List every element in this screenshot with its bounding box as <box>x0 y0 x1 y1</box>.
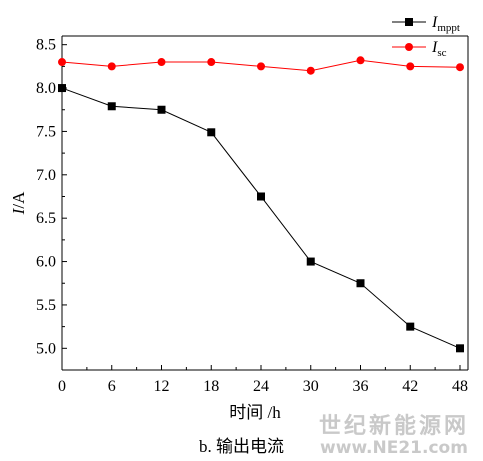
y-tick-label: 5.5 <box>36 297 56 314</box>
chart: 0 6 12 18 24 30 36 42 48 5.0 5.5 6.0 6.5 7.0 7.5 8.0 8.5… <box>9 14 469 422</box>
watermark-text: 世纪新能源网 <box>318 414 469 439</box>
y-tick-label: 5.0 <box>36 340 56 357</box>
x-tick-label: 12 <box>154 378 170 395</box>
data-point <box>207 58 216 67</box>
data-point <box>257 192 265 201</box>
watermark-url: www.NE21.com <box>320 438 468 458</box>
x-tick-label: 42 <box>402 378 418 395</box>
x-axis-title: 时间 /h <box>229 403 281 422</box>
x-tick-label: 6 <box>108 378 116 395</box>
y-tick-label: 8.5 <box>36 37 56 54</box>
watermark: 世纪新能源网 www.NE21.com <box>319 408 469 458</box>
chart-caption: b. 输出电流 <box>199 437 284 456</box>
data-point <box>257 62 265 71</box>
x-tick-label: 30 <box>303 378 319 395</box>
y-tick-label: 7.5 <box>36 123 56 140</box>
data-point <box>107 62 116 71</box>
x-tick-label: 36 <box>353 378 369 395</box>
data-point <box>456 63 464 72</box>
x-tick-label: 18 <box>203 378 219 395</box>
y-axis-title: I/A <box>9 191 28 215</box>
x-tick-label: 24 <box>253 378 269 395</box>
data-point <box>207 128 216 137</box>
y-tick-label: 7.0 <box>36 167 56 184</box>
x-tick-label: 0 <box>58 378 66 395</box>
legend-label: Imppt <box>431 14 460 34</box>
data-point <box>157 58 166 67</box>
data-point <box>306 66 315 75</box>
data-point <box>58 58 66 67</box>
legend-label: Isc <box>431 39 447 59</box>
legend-item: Isc <box>392 39 447 59</box>
series-line <box>61 87 461 349</box>
x-tick-label: 48 <box>452 378 468 395</box>
legend-marker <box>405 43 413 51</box>
series-layer <box>58 56 464 353</box>
data-point <box>306 257 315 266</box>
legend-marker <box>405 18 413 26</box>
data-point <box>406 62 415 71</box>
data-point <box>107 102 116 111</box>
data-point <box>356 56 365 65</box>
data-point <box>58 84 66 93</box>
legend-item: Imppt <box>392 14 460 34</box>
series-sc <box>58 56 464 75</box>
series-mppt <box>58 84 464 353</box>
data-point <box>406 322 415 331</box>
axes: 0 6 12 18 24 30 36 42 48 5.0 5.5 6.0 6.5 7.0 7.5 8.0 8.5… <box>9 35 469 422</box>
y-tick-label: 6.0 <box>36 254 56 271</box>
y-tick-label: 8.0 <box>36 80 56 97</box>
y-tick-label: 6.5 <box>36 210 56 227</box>
data-point <box>157 105 166 114</box>
data-point <box>456 344 464 353</box>
data-point <box>356 279 365 288</box>
legend: Imppt Isc <box>392 14 460 59</box>
